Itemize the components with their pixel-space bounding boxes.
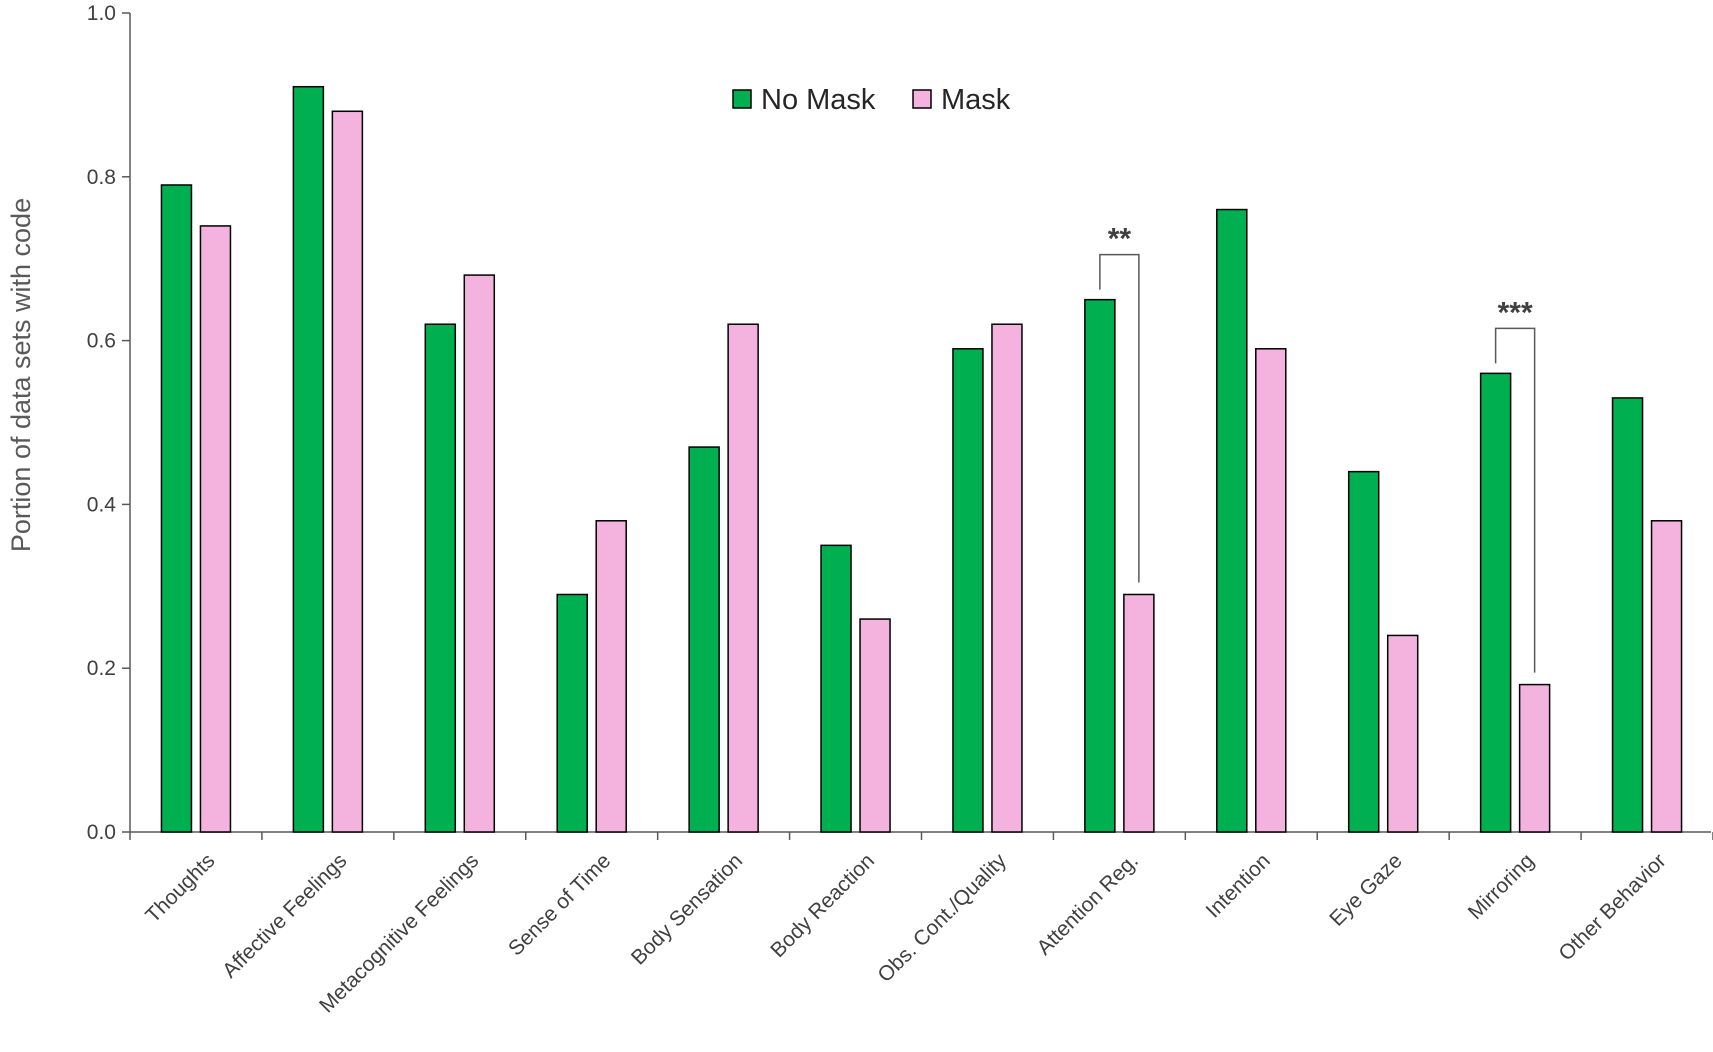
x-tick-label: Intention	[1202, 849, 1275, 922]
y-tick-label: 1.0	[87, 2, 116, 25]
significance-bracket	[1099, 253, 1140, 583]
bars	[160, 85, 1683, 833]
y-tick-label: 0.4	[87, 493, 117, 516]
x-tick-label: Eye Gaze	[1325, 849, 1406, 930]
bar-mask	[463, 274, 496, 833]
bar-mask	[859, 618, 891, 833]
x-tick-label: Other Behavior	[1554, 849, 1670, 965]
bar-mask	[595, 520, 627, 833]
x-tick-label: Obs. Cont./Quality	[873, 849, 1011, 987]
x-tick-label: Affective Feelings	[218, 849, 351, 982]
bar-no-mask	[1479, 372, 1512, 833]
significance-annotations: *****	[1099, 223, 1536, 673]
bar-no-mask	[688, 446, 720, 833]
bar-mask	[1386, 634, 1419, 833]
y-axis-label: Portion of data sets with code	[6, 198, 36, 552]
bar-no-mask	[424, 323, 457, 833]
legend-swatch	[732, 89, 752, 109]
bar-mask	[199, 225, 232, 833]
x-tick-label: Body Reaction	[766, 849, 879, 962]
bar-no-mask	[1084, 298, 1116, 833]
bar-mask	[1650, 520, 1683, 833]
x-tick-label: Thoughts	[141, 849, 219, 927]
legend-swatch	[912, 89, 932, 109]
legend-label: Mask	[941, 84, 1011, 116]
significance-bracket	[1494, 327, 1536, 673]
legend: No Mask Mask	[732, 84, 1011, 116]
bar-no-mask	[1347, 470, 1380, 833]
bar-no-mask	[292, 85, 325, 833]
bar-mask	[1255, 348, 1287, 833]
axes: 0.0 0.2 0.4 0.6 0.8 1.0	[87, 2, 1713, 844]
legend-label: No Mask	[761, 84, 876, 116]
bar-no-mask	[160, 184, 193, 833]
bar-no-mask	[1216, 208, 1248, 833]
x-tick-label: Attention Reg.	[1033, 849, 1143, 959]
bar-mask	[1518, 683, 1551, 833]
y-tick-label: 0.2	[87, 657, 116, 680]
bar-mask	[331, 110, 364, 833]
bar-no-mask	[952, 348, 984, 833]
significance-label: **	[1108, 223, 1132, 256]
significance-label: ***	[1498, 296, 1533, 329]
x-tick-label: Mirroring	[1464, 849, 1539, 924]
x-tick-label: Sense of Time	[504, 849, 615, 960]
y-tick-label: 0.6	[87, 330, 116, 353]
bar-no-mask	[1611, 397, 1644, 833]
bar-no-mask	[556, 593, 588, 833]
bar-mask	[991, 323, 1023, 833]
bar-mask	[727, 323, 759, 833]
bar-mask	[1123, 593, 1155, 833]
bar-no-mask	[820, 544, 852, 833]
x-tick-label: Body Sensation	[627, 849, 747, 969]
y-tick-label: 0.8	[87, 166, 116, 189]
y-tick-label: 0.0	[87, 821, 116, 844]
